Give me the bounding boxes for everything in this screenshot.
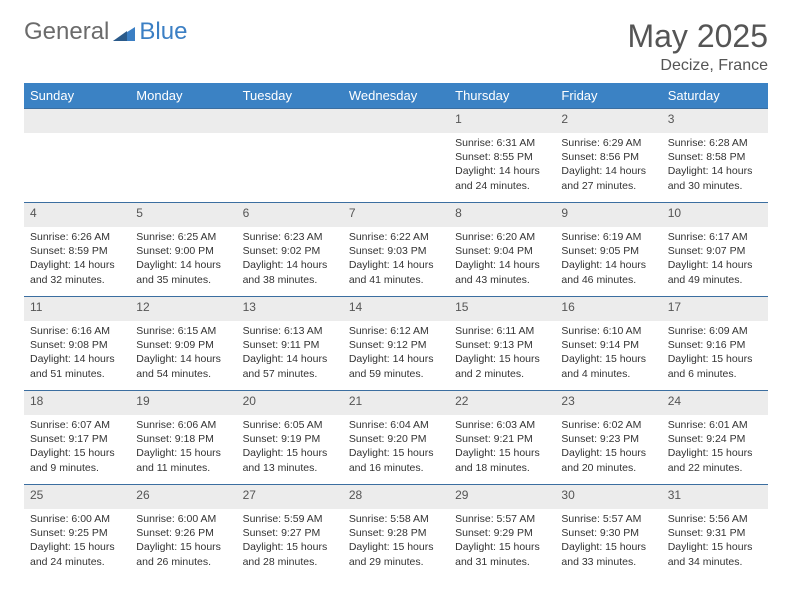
col-friday: Friday: [555, 83, 661, 109]
date-number-cell: 22: [449, 391, 555, 416]
date-content-cell: Sunrise: 5:59 AMSunset: 9:27 PMDaylight:…: [237, 509, 343, 578]
date-content-cell: Sunrise: 6:31 AMSunset: 8:55 PMDaylight:…: [449, 133, 555, 203]
date-number-cell: 19: [130, 391, 236, 416]
date-number-cell: [343, 109, 449, 134]
date-content-cell: Sunrise: 6:12 AMSunset: 9:12 PMDaylight:…: [343, 321, 449, 391]
date-content-cell: Sunrise: 6:28 AMSunset: 8:58 PMDaylight:…: [662, 133, 768, 203]
date-number-cell: 26: [130, 485, 236, 510]
date-number-row: 18192021222324: [24, 391, 768, 416]
date-content-cell: [343, 133, 449, 203]
location: Decize, France: [627, 57, 768, 75]
header: General Blue May 2025 Decize, France: [24, 18, 768, 75]
col-wednesday: Wednesday: [343, 83, 449, 109]
brand-triangle-icon: [113, 23, 135, 41]
date-content-cell: [130, 133, 236, 203]
date-number-cell: 14: [343, 297, 449, 322]
date-content-cell: Sunrise: 6:23 AMSunset: 9:02 PMDaylight:…: [237, 227, 343, 297]
date-number-cell: 7: [343, 203, 449, 228]
date-number-cell: 16: [555, 297, 661, 322]
date-content-cell: Sunrise: 5:57 AMSunset: 9:29 PMDaylight:…: [449, 509, 555, 578]
brand-logo: General Blue: [24, 18, 187, 46]
brand-part2: Blue: [139, 18, 187, 46]
date-content-cell: Sunrise: 6:13 AMSunset: 9:11 PMDaylight:…: [237, 321, 343, 391]
date-content-cell: Sunrise: 6:22 AMSunset: 9:03 PMDaylight:…: [343, 227, 449, 297]
date-number-cell: 13: [237, 297, 343, 322]
date-number-cell: 24: [662, 391, 768, 416]
date-number-cell: [237, 109, 343, 134]
date-number-cell: 6: [237, 203, 343, 228]
date-number-cell: 2: [555, 109, 661, 134]
date-content-cell: Sunrise: 5:58 AMSunset: 9:28 PMDaylight:…: [343, 509, 449, 578]
date-number-cell: 28: [343, 485, 449, 510]
date-number-row: 11121314151617: [24, 297, 768, 322]
date-content-row: Sunrise: 6:31 AMSunset: 8:55 PMDaylight:…: [24, 133, 768, 203]
date-number-cell: 3: [662, 109, 768, 134]
date-number-cell: 12: [130, 297, 236, 322]
date-content-cell: Sunrise: 6:29 AMSunset: 8:56 PMDaylight:…: [555, 133, 661, 203]
date-number-cell: [24, 109, 130, 134]
date-number-cell: 29: [449, 485, 555, 510]
date-number-cell: 1: [449, 109, 555, 134]
col-saturday: Saturday: [662, 83, 768, 109]
date-number-cell: 11: [24, 297, 130, 322]
date-number-cell: 5: [130, 203, 236, 228]
month-title: May 2025: [627, 18, 768, 55]
col-monday: Monday: [130, 83, 236, 109]
date-content-cell: Sunrise: 6:11 AMSunset: 9:13 PMDaylight:…: [449, 321, 555, 391]
date-content-cell: Sunrise: 6:03 AMSunset: 9:21 PMDaylight:…: [449, 415, 555, 485]
date-content-cell: Sunrise: 6:06 AMSunset: 9:18 PMDaylight:…: [130, 415, 236, 485]
date-number-cell: 4: [24, 203, 130, 228]
date-content-cell: Sunrise: 6:02 AMSunset: 9:23 PMDaylight:…: [555, 415, 661, 485]
date-content-cell: [237, 133, 343, 203]
date-content-cell: Sunrise: 6:00 AMSunset: 9:25 PMDaylight:…: [24, 509, 130, 578]
date-content-cell: Sunrise: 6:15 AMSunset: 9:09 PMDaylight:…: [130, 321, 236, 391]
date-content-row: Sunrise: 6:07 AMSunset: 9:17 PMDaylight:…: [24, 415, 768, 485]
date-number-row: 123: [24, 109, 768, 134]
date-content-cell: Sunrise: 6:16 AMSunset: 9:08 PMDaylight:…: [24, 321, 130, 391]
date-content-cell: [24, 133, 130, 203]
date-number-cell: 30: [555, 485, 661, 510]
date-number-cell: 8: [449, 203, 555, 228]
date-number-row: 25262728293031: [24, 485, 768, 510]
date-content-cell: Sunrise: 6:25 AMSunset: 9:00 PMDaylight:…: [130, 227, 236, 297]
date-number-cell: 23: [555, 391, 661, 416]
date-content-cell: Sunrise: 5:56 AMSunset: 9:31 PMDaylight:…: [662, 509, 768, 578]
date-content-cell: Sunrise: 6:19 AMSunset: 9:05 PMDaylight:…: [555, 227, 661, 297]
date-content-row: Sunrise: 6:16 AMSunset: 9:08 PMDaylight:…: [24, 321, 768, 391]
date-content-row: Sunrise: 6:26 AMSunset: 8:59 PMDaylight:…: [24, 227, 768, 297]
date-number-cell: 25: [24, 485, 130, 510]
date-number-cell: 9: [555, 203, 661, 228]
date-number-row: 45678910: [24, 203, 768, 228]
date-content-cell: Sunrise: 6:01 AMSunset: 9:24 PMDaylight:…: [662, 415, 768, 485]
date-number-cell: 15: [449, 297, 555, 322]
date-content-cell: Sunrise: 6:17 AMSunset: 9:07 PMDaylight:…: [662, 227, 768, 297]
date-number-cell: 20: [237, 391, 343, 416]
date-content-cell: Sunrise: 5:57 AMSunset: 9:30 PMDaylight:…: [555, 509, 661, 578]
date-number-cell: [130, 109, 236, 134]
date-number-cell: 31: [662, 485, 768, 510]
date-number-cell: 10: [662, 203, 768, 228]
col-sunday: Sunday: [24, 83, 130, 109]
date-content-cell: Sunrise: 6:05 AMSunset: 9:19 PMDaylight:…: [237, 415, 343, 485]
date-content-cell: Sunrise: 6:20 AMSunset: 9:04 PMDaylight:…: [449, 227, 555, 297]
date-content-row: Sunrise: 6:00 AMSunset: 9:25 PMDaylight:…: [24, 509, 768, 578]
day-header-row: Sunday Monday Tuesday Wednesday Thursday…: [24, 83, 768, 109]
date-number-cell: 27: [237, 485, 343, 510]
date-content-cell: Sunrise: 6:04 AMSunset: 9:20 PMDaylight:…: [343, 415, 449, 485]
col-tuesday: Tuesday: [237, 83, 343, 109]
calendar-table: Sunday Monday Tuesday Wednesday Thursday…: [24, 83, 768, 578]
title-block: May 2025 Decize, France: [627, 18, 768, 75]
brand-part1: General: [24, 18, 109, 46]
date-content-cell: Sunrise: 6:10 AMSunset: 9:14 PMDaylight:…: [555, 321, 661, 391]
date-content-cell: Sunrise: 6:00 AMSunset: 9:26 PMDaylight:…: [130, 509, 236, 578]
date-number-cell: 17: [662, 297, 768, 322]
date-number-cell: 18: [24, 391, 130, 416]
date-number-cell: 21: [343, 391, 449, 416]
date-content-cell: Sunrise: 6:07 AMSunset: 9:17 PMDaylight:…: [24, 415, 130, 485]
col-thursday: Thursday: [449, 83, 555, 109]
date-content-cell: Sunrise: 6:09 AMSunset: 9:16 PMDaylight:…: [662, 321, 768, 391]
date-content-cell: Sunrise: 6:26 AMSunset: 8:59 PMDaylight:…: [24, 227, 130, 297]
